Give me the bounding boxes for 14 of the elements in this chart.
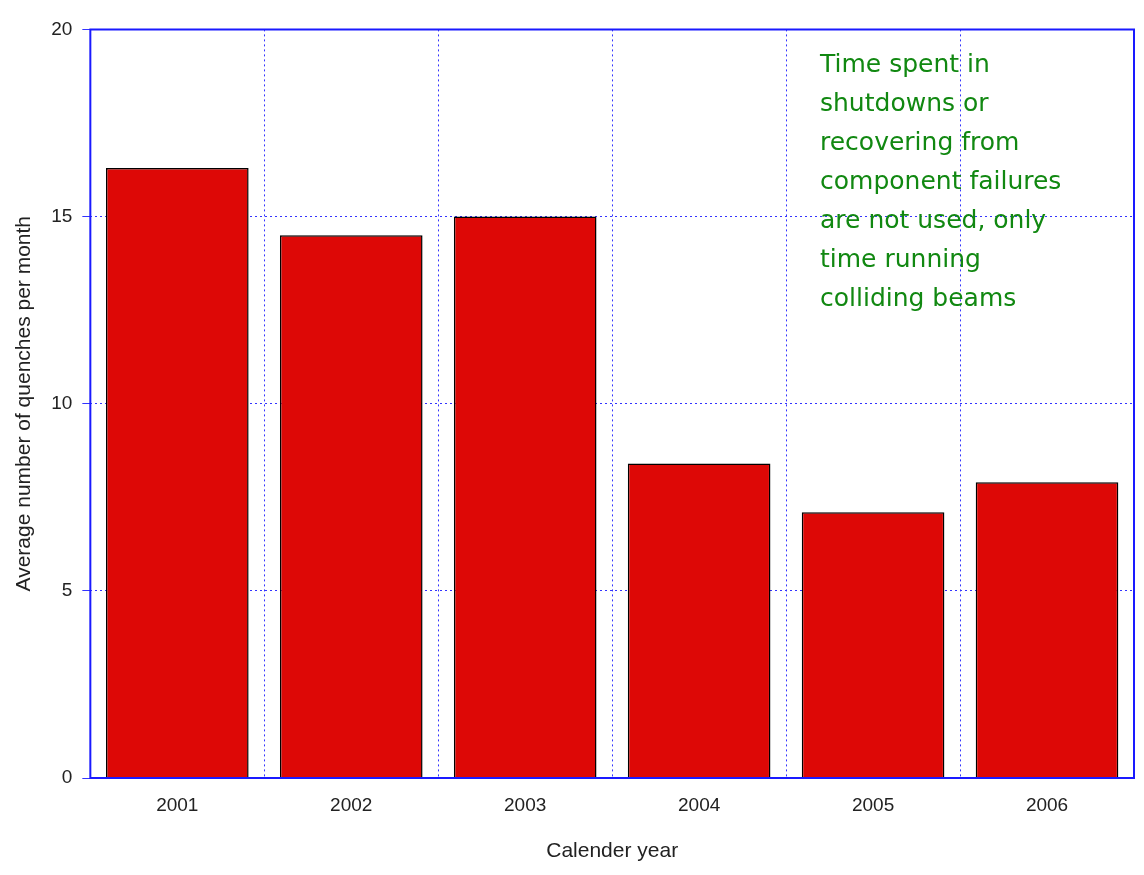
x-tick-label: 2004 <box>678 793 721 815</box>
y-tick-label: 5 <box>61 579 73 601</box>
x-tick-label: 2005 <box>851 793 895 815</box>
annotation: Time spent in shutdowns or recovering from component failures are not used, only time running colliding beams <box>820 48 1063 314</box>
y-axis-title: Average number of quenches per month <box>11 215 35 592</box>
y-tick-label: 0 <box>61 766 73 788</box>
x-tick-label: 2006 <box>1025 793 1069 815</box>
x-tick-label: 2002 <box>330 793 373 815</box>
y-tick-label: 10 <box>51 391 73 413</box>
x-axis-title: Calender year <box>546 838 679 862</box>
x-tick-label: 2003 <box>504 793 547 815</box>
y-tick-label: 15 <box>51 204 73 226</box>
x-tick-label: 2001 <box>156 793 199 815</box>
y-tick-label: 20 <box>51 17 73 39</box>
